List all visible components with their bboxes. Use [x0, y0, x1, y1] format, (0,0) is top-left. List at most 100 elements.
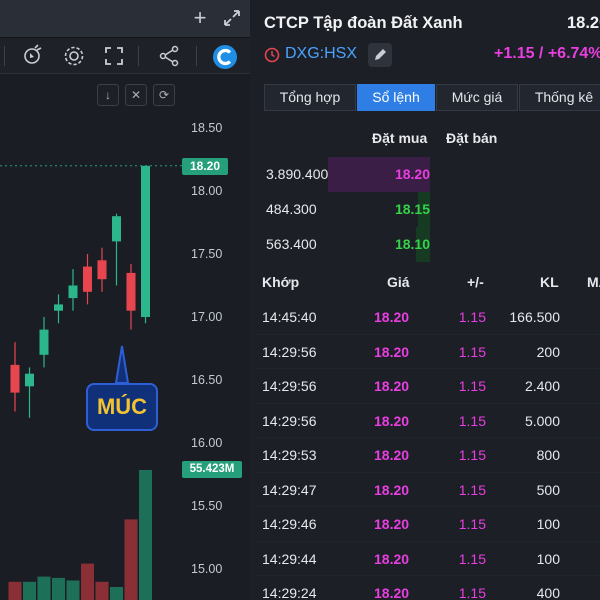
- fullscreen-icon[interactable]: [102, 44, 126, 68]
- gear-icon[interactable]: [62, 44, 86, 68]
- trade-row[interactable]: 14:29:44 18.20 1.15 100: [254, 542, 600, 576]
- trade-time: 14:29:53: [262, 447, 317, 463]
- volume-bar: [110, 587, 123, 600]
- col-volume: KL: [540, 274, 559, 290]
- toolbar-divider: [138, 46, 139, 66]
- col-extra: MA: [587, 274, 600, 290]
- axis-tick-label: 18.00: [191, 184, 223, 198]
- edit-button[interactable]: [368, 43, 392, 67]
- expand-icon[interactable]: [220, 6, 244, 30]
- trade-change: 1.15: [458, 447, 486, 463]
- axis-tick-label: 17.50: [191, 247, 223, 261]
- candle-body[interactable]: [112, 216, 121, 242]
- axis-tick-label: 17.00: [191, 310, 223, 324]
- trade-price: 18.20: [374, 516, 410, 532]
- axis-tick-label: 15.00: [191, 562, 223, 576]
- trade-row[interactable]: 14:29:46 18.20 1.15 100: [254, 507, 600, 542]
- candle-body[interactable]: [54, 304, 63, 311]
- volume-bar: [66, 580, 80, 600]
- bid-price: 18.20: [394, 166, 430, 182]
- chart-panel: + ↓ ✕ ⟳ 18.50 18.00 17.50 17.00 16.50 16.00 15…: [0, 0, 250, 600]
- trade-volume: 100: [536, 550, 560, 567]
- last-price: 18.20: [567, 14, 600, 32]
- axis-tick-label: 16.00: [191, 436, 223, 450]
- candlestick-chart[interactable]: [0, 74, 250, 600]
- depth-row[interactable]: 563.400 18.10: [254, 227, 600, 262]
- trade-change: 1.15: [458, 343, 486, 360]
- share-icon[interactable]: [157, 44, 181, 68]
- trade-time: 14:29:46: [262, 516, 317, 532]
- scroll-down-icon[interactable]: ↓: [97, 84, 119, 106]
- volume-bar: [124, 519, 138, 600]
- trade-row[interactable]: 14:29:53 18.20 1.15 800: [254, 438, 600, 473]
- trade-time: 14:29:47: [262, 481, 317, 498]
- toolbar-divider: [4, 46, 5, 66]
- trade-row[interactable]: 14:29:47 18.20 1.15 500: [254, 473, 600, 507]
- trade-change: 1.15: [458, 585, 486, 600]
- depth-bar: [328, 157, 430, 192]
- candle-body[interactable]: [83, 266, 92, 292]
- volume-bar: [52, 577, 65, 600]
- volume-bar: [81, 563, 94, 600]
- chart-toolbar: [0, 38, 250, 74]
- tab-thong-ke[interactable]: Thống kê: [519, 84, 600, 111]
- trade-row[interactable]: 14:29:24 18.20 1.15 400: [254, 576, 600, 600]
- candle-body[interactable]: [126, 272, 136, 311]
- trade-time: 14:29:56: [262, 378, 317, 394]
- tab-bar: Tổng hợp Sổ lệnh Mức giá Thống kê: [264, 84, 600, 111]
- trade-row[interactable]: 14:29:56 18.20 1.15 2.400: [254, 369, 600, 404]
- depth-row[interactable]: 3.890.400 18.20: [254, 157, 600, 192]
- volume-bar: [23, 581, 36, 600]
- reset-icon[interactable]: ⟳: [153, 84, 175, 106]
- candle-body[interactable]: [141, 165, 150, 317]
- magnet-cursor-icon[interactable]: [22, 44, 46, 68]
- trade-change: 1.15: [458, 378, 486, 394]
- axis-tick-label: 15.50: [191, 499, 223, 513]
- trade-volume: 200: [536, 343, 560, 360]
- tab-tong-hop[interactable]: Tổng hợp: [264, 84, 356, 111]
- clock-icon: [264, 47, 280, 63]
- depth-row[interactable]: 484.300 18.15: [254, 192, 600, 227]
- trade-row[interactable]: 14:29:56 18.20 1.15 5.000: [254, 404, 600, 438]
- volume-bar: [37, 576, 51, 600]
- collapse-icon[interactable]: ✕: [125, 84, 147, 106]
- trade-price: 18.20: [374, 481, 410, 498]
- bid-volume: 3.890.400: [266, 166, 329, 182]
- ask-header: Đặt bán: [446, 130, 498, 146]
- candle-body[interactable]: [68, 285, 78, 299]
- trade-change: 1.15: [458, 550, 486, 567]
- trade-change: 1.15: [458, 309, 486, 325]
- depth-bar: [418, 192, 430, 227]
- trade-row[interactable]: 14:45:40 18.20 1.15 166.500: [254, 300, 600, 335]
- trade-price: 18.20: [374, 343, 410, 360]
- trade-price: 18.20: [374, 309, 410, 325]
- trade-change: 1.15: [458, 481, 486, 498]
- trade-price: 18.20: [374, 412, 410, 429]
- chart-callout: MÚC: [86, 383, 158, 431]
- app-logo-icon[interactable]: [212, 44, 237, 69]
- ticker-symbol[interactable]: DXG:HSX: [285, 45, 358, 62]
- toolbar-divider: [196, 46, 197, 66]
- tab-muc-gia[interactable]: Mức giá: [436, 84, 518, 111]
- add-tab-button[interactable]: +: [193, 5, 207, 30]
- trade-price: 18.20: [374, 550, 410, 567]
- trade-time: 14:29:24: [262, 585, 317, 600]
- trade-time: 14:29:44: [262, 550, 317, 567]
- bid-header: Đặt mua: [372, 130, 428, 146]
- trade-volume: 166.500: [509, 309, 560, 325]
- candle-body[interactable]: [25, 373, 34, 387]
- candle-body[interactable]: [39, 329, 49, 355]
- last-price-tag: 18.20: [182, 158, 228, 175]
- trade-volume: 800: [536, 447, 560, 463]
- trade-volume: 400: [536, 585, 560, 600]
- trade-volume: 5.000: [524, 412, 560, 429]
- candle-body[interactable]: [10, 364, 20, 393]
- bid-price: 18.15: [394, 201, 430, 217]
- trade-volume: 2.400: [524, 378, 560, 394]
- tab-so-lenh[interactable]: Sổ lệnh: [357, 84, 435, 111]
- trade-change: 1.15: [458, 412, 486, 429]
- trade-row[interactable]: 14:29:56 18.20 1.15 200: [254, 335, 600, 369]
- axis-tick-label: 16.50: [191, 373, 223, 387]
- candle-body[interactable]: [97, 260, 107, 280]
- callout-pointer: [114, 345, 130, 384]
